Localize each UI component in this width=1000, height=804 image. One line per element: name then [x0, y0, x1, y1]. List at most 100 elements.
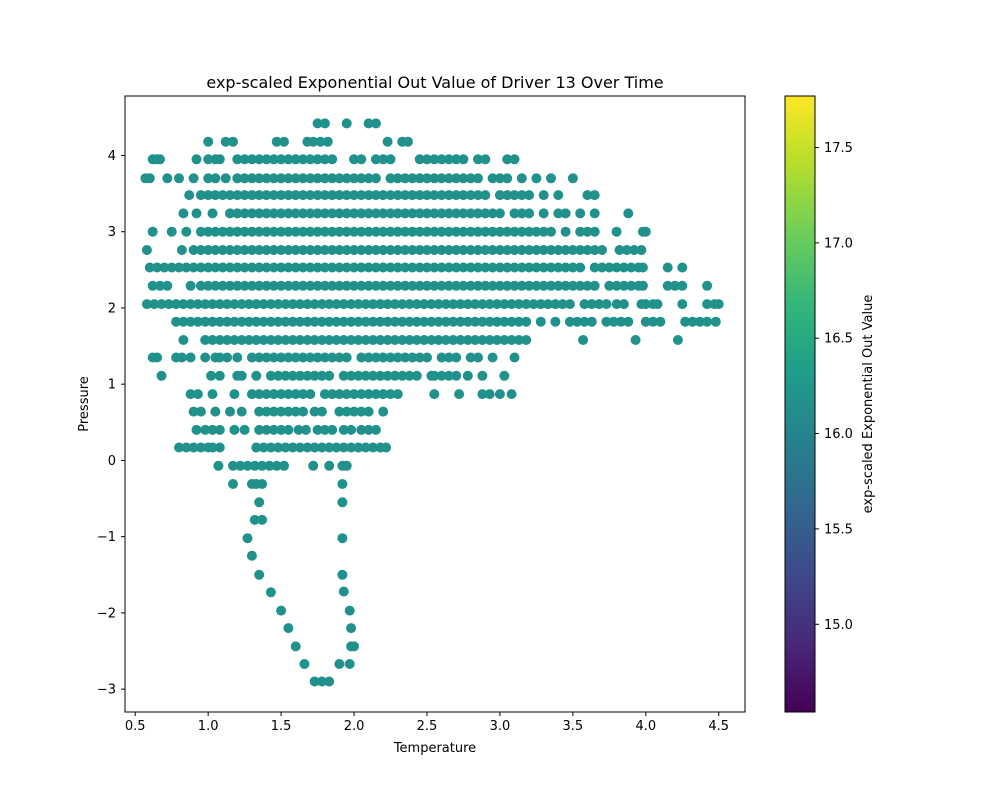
- data-point: [251, 335, 262, 345]
- data-point: [363, 245, 374, 255]
- data-point: [312, 118, 323, 129]
- data-point: [528, 299, 539, 310]
- data-point: [239, 154, 250, 165]
- data-point: [648, 316, 659, 327]
- data-point: [443, 280, 454, 291]
- data-point: [276, 154, 287, 165]
- y-tick-label: −3: [97, 683, 116, 698]
- data-point: [232, 262, 243, 273]
- data-point: [203, 190, 214, 201]
- data-point: [319, 190, 330, 201]
- data-point: [385, 190, 396, 201]
- data-point: [524, 245, 535, 255]
- data-point: [480, 208, 491, 219]
- data-point: [174, 262, 184, 273]
- data-point: [360, 370, 371, 381]
- data-point: [192, 316, 203, 327]
- data-point: [290, 208, 301, 219]
- data-point: [553, 245, 564, 255]
- data-point: [298, 173, 308, 184]
- data-point: [448, 299, 459, 310]
- data-point: [280, 370, 291, 381]
- data-point: [546, 262, 556, 273]
- data-point: [451, 245, 462, 255]
- data-point: [370, 262, 381, 273]
- data-point: [516, 245, 527, 255]
- data-point: [287, 442, 298, 453]
- data-point: [298, 406, 308, 417]
- data-point: [458, 208, 469, 219]
- data-point: [298, 226, 308, 237]
- data-point: [242, 460, 253, 471]
- y-tick-label: 4: [108, 149, 116, 164]
- data-point: [178, 316, 189, 327]
- data-point: [422, 226, 432, 237]
- data-point: [290, 641, 301, 652]
- data-point: [370, 280, 381, 291]
- x-tick-label: 1.0: [198, 719, 219, 734]
- data-point: [214, 335, 225, 345]
- data-point: [268, 424, 279, 435]
- data-point: [385, 154, 396, 165]
- data-point: [276, 280, 287, 291]
- data-point: [465, 245, 476, 255]
- data-point: [538, 262, 549, 273]
- data-point: [499, 299, 510, 310]
- data-point: [538, 208, 549, 219]
- data-point: [200, 299, 211, 310]
- data-point: [397, 370, 408, 381]
- data-point: [582, 245, 593, 255]
- data-point: [324, 316, 335, 327]
- data-point: [397, 335, 408, 345]
- data-point: [575, 262, 586, 273]
- data-point: [582, 280, 593, 291]
- data-point: [341, 208, 352, 219]
- data-point: [261, 280, 272, 291]
- data-point: [538, 280, 549, 291]
- data-point: [338, 442, 349, 453]
- data-point: [268, 226, 279, 237]
- data-point: [203, 245, 214, 255]
- data-point: [185, 352, 196, 363]
- data-point: [389, 370, 400, 381]
- data-point: [298, 154, 308, 165]
- data-point: [433, 316, 444, 327]
- data-point: [465, 190, 476, 201]
- data-point: [589, 245, 600, 255]
- data-point: [316, 442, 327, 453]
- data-point: [181, 442, 192, 453]
- data-point: [324, 370, 335, 381]
- data-point: [200, 424, 211, 435]
- data-point: [287, 299, 298, 310]
- data-point: [210, 280, 221, 291]
- data-point: [295, 335, 306, 345]
- data-point: [640, 226, 651, 237]
- data-point: [389, 335, 400, 345]
- data-point: [246, 190, 257, 201]
- data-point: [200, 316, 211, 327]
- data-point: [553, 190, 564, 201]
- data-point: [312, 280, 323, 291]
- data-point: [144, 262, 155, 273]
- data-point: [225, 280, 235, 291]
- data-point: [312, 226, 323, 237]
- data-point: [327, 226, 338, 237]
- data-point: [334, 190, 345, 201]
- data-point: [203, 154, 214, 165]
- data-point: [214, 442, 225, 453]
- data-point: [254, 280, 265, 291]
- data-point: [162, 280, 173, 291]
- data-point: [225, 406, 235, 417]
- data-point: [499, 370, 510, 381]
- data-point: [283, 173, 294, 184]
- data-point: [225, 245, 235, 255]
- data-point: [422, 208, 432, 219]
- data-point: [319, 245, 330, 255]
- data-point: [147, 280, 158, 291]
- data-point: [327, 280, 338, 291]
- data-point: [287, 335, 298, 345]
- data-point: [271, 460, 282, 471]
- data-point: [480, 226, 491, 237]
- colorbar-tick-label: 16.0: [824, 427, 853, 442]
- data-point: [220, 173, 231, 184]
